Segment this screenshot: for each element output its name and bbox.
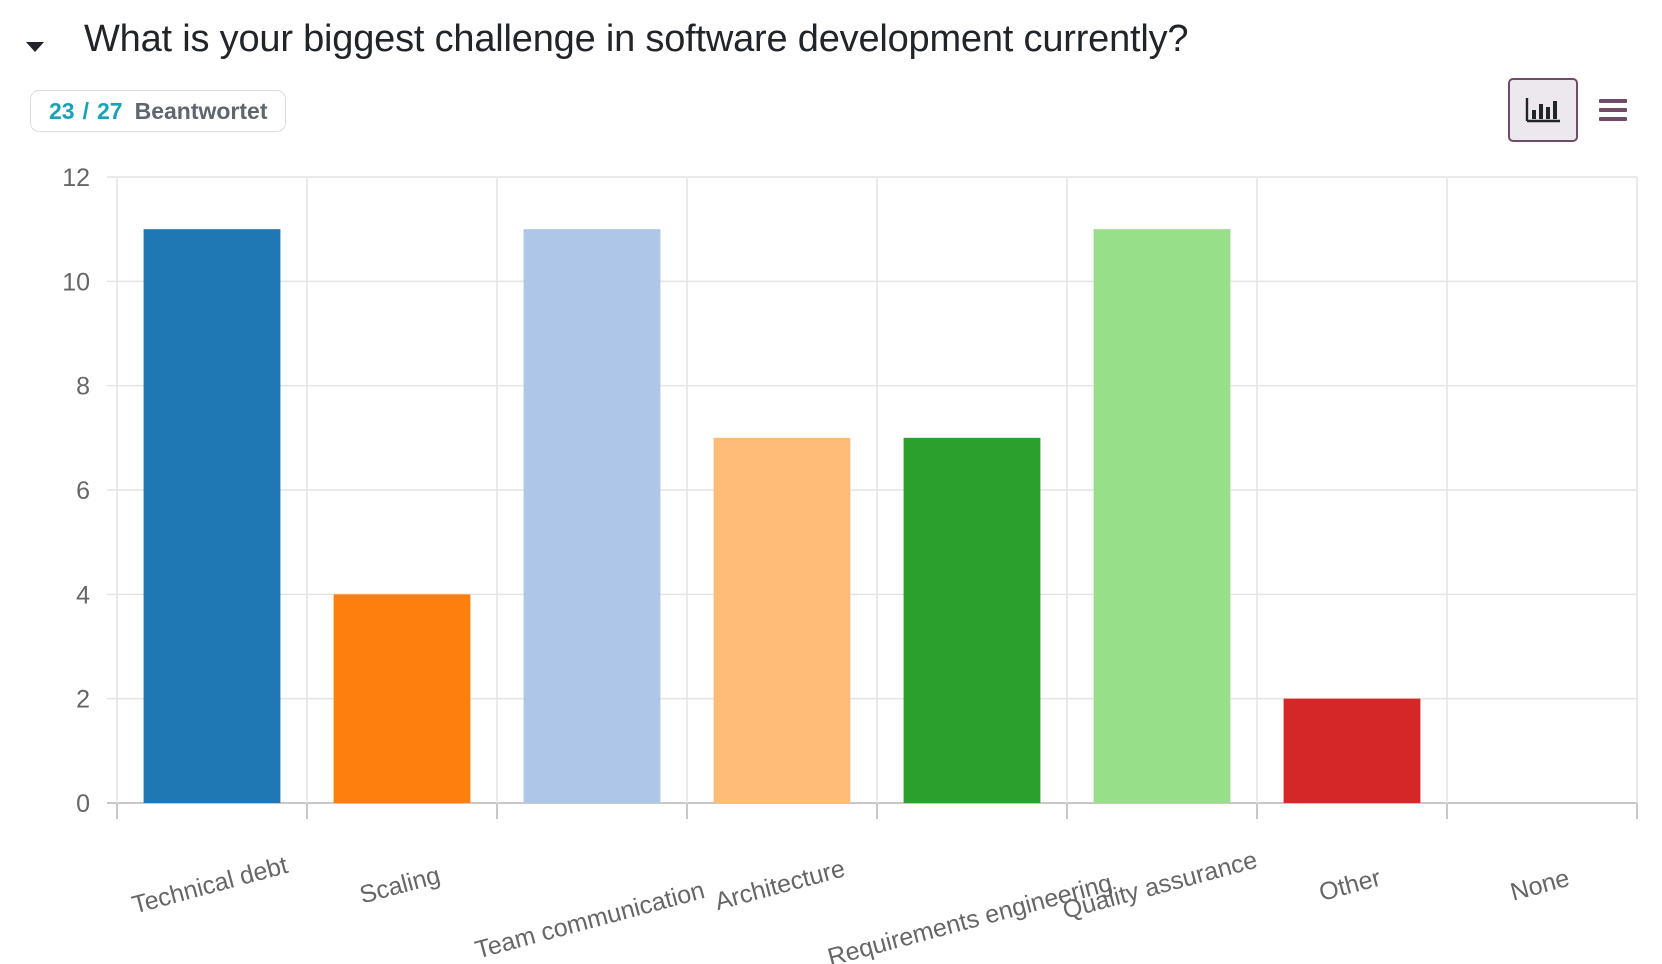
answered-label: Beantwortet bbox=[134, 97, 268, 124]
bar-architecture bbox=[713, 437, 851, 803]
bar-team-communication bbox=[523, 229, 661, 804]
bar-requirements-engineering bbox=[903, 437, 1041, 803]
bar-chart: 0 2 4 6 8 10 12 Technical debt Scaling Team commu… bbox=[62, 164, 1638, 964]
list-icon bbox=[1599, 99, 1627, 121]
answered-total: 27 bbox=[96, 97, 123, 124]
x-tick-label: Architecture bbox=[712, 854, 848, 916]
bar-other bbox=[1283, 698, 1421, 803]
y-tick-label: 0 bbox=[76, 790, 90, 818]
list-view-button[interactable] bbox=[1578, 78, 1648, 142]
y-tick-label: 6 bbox=[76, 477, 90, 505]
x-tick-label: Team communication bbox=[472, 876, 707, 964]
bar-technical-debt bbox=[143, 229, 281, 804]
bar-scaling bbox=[333, 594, 471, 803]
x-tick-label: Other bbox=[1316, 864, 1384, 907]
x-tick-label: Technical debt bbox=[129, 851, 291, 919]
collapse-caret-icon[interactable] bbox=[26, 42, 44, 52]
chart-view-button[interactable] bbox=[1508, 78, 1578, 142]
bar-quality-assurance bbox=[1093, 229, 1231, 804]
y-tick-label: 2 bbox=[76, 686, 90, 714]
y-tick-label: 8 bbox=[76, 373, 90, 401]
answered-badge: 23 / 27 Beantwortet bbox=[30, 90, 287, 132]
bar-chart-icon bbox=[1525, 98, 1560, 123]
x-tick-label: Scaling bbox=[357, 861, 443, 909]
x-tick-label: None bbox=[1507, 864, 1572, 907]
answered-count: 23 bbox=[49, 97, 75, 124]
y-tick-label: 4 bbox=[76, 581, 90, 609]
y-tick-label: 10 bbox=[62, 268, 90, 296]
y-tick-label: 12 bbox=[62, 164, 90, 192]
answered-separator: / bbox=[82, 97, 89, 124]
question-title: What is your biggest challenge in softwa… bbox=[84, 18, 1189, 60]
